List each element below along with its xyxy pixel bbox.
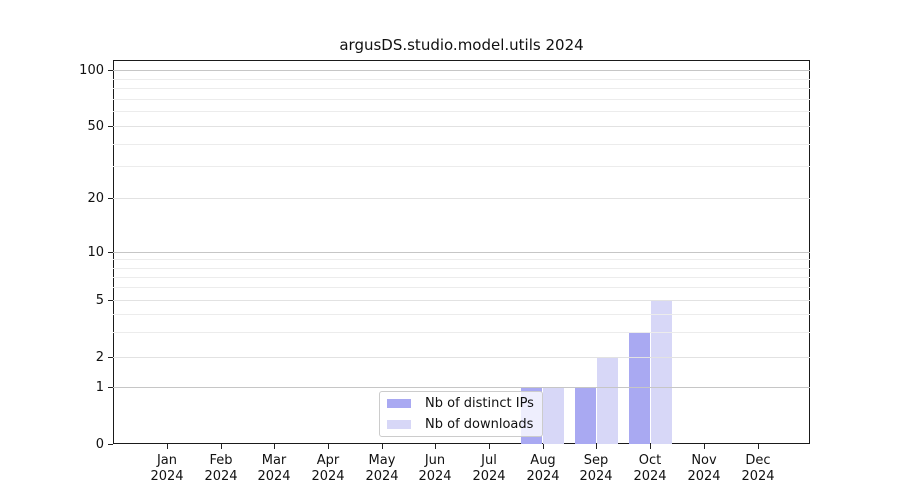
x-tick-label-Jun-2024: Jun 2024 (418, 453, 452, 484)
x-tick-label-Sep-2024: Sep 2024 (579, 453, 613, 484)
gridline-y-7 (113, 277, 810, 278)
y-tick-label-2: 2 (95, 350, 104, 365)
gridline-y-9 (113, 259, 810, 260)
x-tick-label-Mar-2024: Mar 2024 (257, 453, 291, 484)
x-tick-label-Dec-2024: Dec 2024 (741, 453, 775, 484)
legend-label-distinct-ips: Nb of distinct IPs (425, 396, 534, 411)
gridline-y-40 (113, 144, 810, 145)
legend-label-downloads: Nb of downloads (425, 417, 534, 432)
gridline-y-30 (113, 166, 810, 167)
x-tick-label-Jan-2024: Jan 2024 (150, 453, 184, 484)
x-tick-Mar-2024 (274, 444, 275, 449)
x-tick-Jul-2024 (489, 444, 490, 449)
y-tick-1 (108, 387, 113, 388)
gridline-y-6 (113, 287, 810, 288)
gridline-y-3 (113, 332, 810, 333)
x-tick-label-Jul-2024: Jul 2024 (472, 453, 506, 484)
gridline-y-100 (113, 70, 810, 71)
gridline-y-8 (113, 268, 810, 269)
gridline-y-50 (113, 126, 810, 127)
y-tick-label-0: 0 (95, 437, 104, 452)
bar-downloads-Sep-2024 (596, 356, 618, 444)
y-tick-2 (108, 357, 113, 358)
x-tick-Oct-2024 (650, 444, 651, 449)
x-tick-label-Apr-2024: Apr 2024 (311, 453, 345, 484)
gridline-y-70 (113, 99, 810, 100)
gridline-y-80 (113, 88, 810, 89)
gridline-y-20 (113, 198, 810, 199)
y-tick-label-10: 10 (87, 245, 104, 260)
gridline-y-5 (113, 300, 810, 301)
x-tick-Jan-2024 (167, 444, 168, 449)
gridline-y-4 (113, 314, 810, 315)
y-tick-10 (108, 252, 113, 253)
legend-swatch-distinct-ips (387, 399, 411, 408)
y-tick-50 (108, 126, 113, 127)
x-tick-Jun-2024 (435, 444, 436, 449)
y-tick-label-100: 100 (79, 63, 104, 78)
x-tick-label-Nov-2024: Nov 2024 (687, 453, 721, 484)
x-tick-label-Oct-2024: Oct 2024 (633, 453, 667, 484)
bar-downloads-Aug-2024 (543, 387, 565, 444)
x-tick-label-Feb-2024: Feb 2024 (204, 453, 238, 484)
legend-item-downloads: Nb of downloads (387, 416, 542, 434)
gridline-y-1 (113, 387, 810, 388)
x-tick-label-Aug-2024: Aug 2024 (526, 453, 560, 484)
y-tick-20 (108, 198, 113, 199)
y-tick-0 (108, 444, 113, 445)
bar-downloads-Oct-2024 (650, 299, 672, 444)
legend: Nb of distinct IPs Nb of downloads (379, 391, 543, 437)
y-tick-100 (108, 70, 113, 71)
gridline-y-90 (113, 79, 810, 80)
y-tick-label-1: 1 (95, 380, 104, 395)
chart-title: argusDS.studio.model.utils 2024 (339, 36, 584, 54)
y-tick-label-50: 50 (87, 119, 104, 134)
y-tick-label-20: 20 (87, 191, 104, 206)
x-tick-Nov-2024 (704, 444, 705, 449)
x-tick-May-2024 (382, 444, 383, 449)
gridline-y-2 (113, 357, 810, 358)
x-tick-Sep-2024 (596, 444, 597, 449)
legend-item-distinct-ips: Nb of distinct IPs (387, 395, 542, 413)
y-tick-label-5: 5 (95, 293, 104, 308)
x-tick-Dec-2024 (758, 444, 759, 449)
legend-swatch-downloads (387, 420, 411, 429)
gridline-y-10 (113, 252, 810, 253)
bar-distinct-ips-Sep-2024 (574, 387, 596, 444)
y-tick-5 (108, 300, 113, 301)
x-tick-Feb-2024 (221, 444, 222, 449)
x-tick-Aug-2024 (543, 444, 544, 449)
x-tick-label-May-2024: May 2024 (365, 453, 399, 484)
x-tick-Apr-2024 (328, 444, 329, 449)
gridline-y-60 (113, 111, 810, 112)
